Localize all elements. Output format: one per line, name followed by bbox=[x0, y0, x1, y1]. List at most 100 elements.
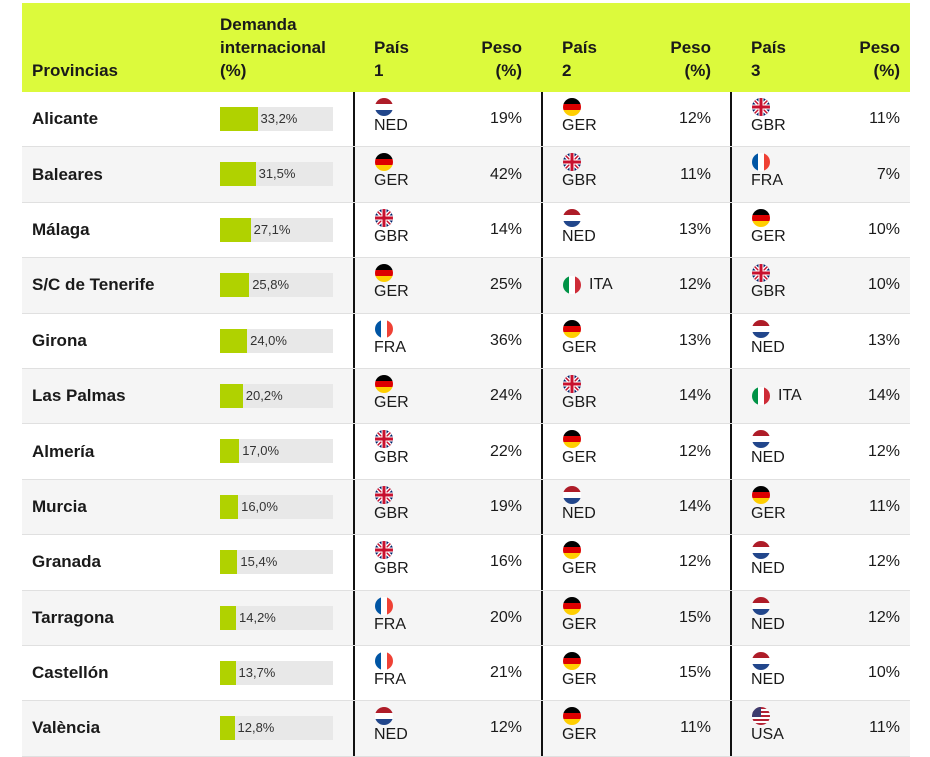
netherlands-flag-icon bbox=[375, 707, 393, 726]
peso-1: 36% bbox=[489, 331, 522, 349]
peso-2: 15% bbox=[678, 664, 711, 682]
demanda-bar-track: 17,0% bbox=[220, 439, 333, 464]
country-code: NED bbox=[562, 227, 596, 245]
header-peso2: Peso (%) bbox=[651, 36, 711, 82]
header-provincias: Provincias bbox=[32, 61, 118, 80]
column-divider bbox=[541, 258, 543, 313]
uk-flag-icon bbox=[375, 208, 393, 227]
provincia-name: Granada bbox=[32, 552, 101, 572]
country-1: GER bbox=[374, 264, 409, 302]
demanda-bar bbox=[220, 217, 251, 242]
country-1: GBR bbox=[374, 541, 409, 579]
table-row: S/C de Tenerife 25,8% GER 25% ITA 12% GBR 10% bbox=[22, 258, 910, 314]
peso-3: 12% bbox=[867, 442, 900, 460]
column-divider bbox=[541, 479, 543, 535]
country-code: FRA bbox=[374, 670, 406, 688]
country-2: GER bbox=[562, 596, 597, 635]
header-pais2-line1: País bbox=[562, 38, 597, 57]
uk-flag-icon bbox=[375, 485, 393, 504]
peso-1: 20% bbox=[489, 608, 522, 626]
header-peso3-line1: Peso bbox=[859, 38, 900, 57]
demanda-bar-track: 24,0% bbox=[220, 328, 333, 353]
demanda-bar-track: 12,8% bbox=[220, 716, 333, 741]
demanda-bar bbox=[220, 716, 235, 741]
country-code: GER bbox=[751, 227, 786, 245]
header-peso3: Peso (%) bbox=[840, 36, 900, 82]
country-3: NED bbox=[751, 596, 785, 635]
country-code: GER bbox=[562, 726, 597, 744]
column-divider bbox=[353, 701, 355, 756]
peso-3: 10% bbox=[867, 664, 900, 682]
country-code: NED bbox=[374, 726, 408, 744]
column-divider bbox=[541, 645, 543, 701]
italy-flag-icon bbox=[752, 387, 770, 406]
provincia-name: Girona bbox=[32, 330, 87, 350]
column-divider bbox=[353, 535, 355, 590]
demanda-bar bbox=[220, 550, 238, 575]
usa-flag-icon bbox=[752, 707, 770, 726]
country-2: NED bbox=[562, 208, 596, 247]
demanda-bar bbox=[220, 605, 236, 630]
country-code: NED bbox=[751, 338, 785, 356]
demanda-label: 16,0% bbox=[241, 498, 278, 514]
country-code: ITA bbox=[778, 387, 802, 405]
country-3: FRA bbox=[751, 153, 783, 191]
column-divider bbox=[541, 590, 543, 645]
provincia-name: Tarragona bbox=[32, 607, 114, 627]
demanda-bar-track: 31,5% bbox=[220, 162, 333, 187]
country-code: GBR bbox=[751, 283, 786, 301]
country-1: FRA bbox=[374, 651, 406, 690]
demanda-bar bbox=[220, 439, 240, 464]
peso-1: 22% bbox=[489, 442, 522, 460]
country-1: GBR bbox=[374, 430, 409, 468]
country-2: GER bbox=[562, 98, 597, 136]
column-divider bbox=[541, 147, 543, 202]
demanda-bar bbox=[220, 328, 248, 353]
peso-3: 14% bbox=[867, 387, 900, 405]
uk-flag-icon bbox=[563, 374, 581, 393]
header-pais3-line1: País bbox=[751, 38, 786, 57]
demanda-label: 13,7% bbox=[238, 664, 276, 680]
peso-3: 10% bbox=[867, 220, 900, 238]
peso-3: 12% bbox=[867, 553, 900, 571]
column-divider bbox=[730, 202, 732, 258]
table-row: Alicante 33,2% NED 19% GER 12% GBR 11% bbox=[22, 92, 910, 148]
germany-flag-icon bbox=[752, 485, 770, 504]
provincia-name: Málaga bbox=[32, 219, 90, 239]
country-1: NED bbox=[374, 707, 408, 745]
demanda-bar-track: 33,2% bbox=[220, 107, 333, 131]
country-code: FRA bbox=[374, 338, 406, 356]
peso-3: 7% bbox=[876, 165, 900, 183]
country-1: NED bbox=[374, 98, 408, 136]
demanda-label: 27,1% bbox=[253, 221, 291, 237]
column-divider bbox=[541, 368, 543, 424]
country-code: GBR bbox=[374, 449, 409, 467]
peso-2: 12% bbox=[678, 442, 711, 460]
country-code: GER bbox=[751, 504, 786, 522]
demanda-bar-track: 13,7% bbox=[220, 660, 333, 685]
peso-3: 11% bbox=[869, 719, 900, 737]
country-2: GER bbox=[562, 430, 597, 468]
demanda-label: 15,4% bbox=[240, 554, 278, 570]
demanda-bar bbox=[220, 162, 256, 187]
provincia-name: Alicante bbox=[32, 109, 99, 129]
peso-1: 19% bbox=[489, 110, 522, 128]
country-code: GER bbox=[562, 117, 597, 134]
country-2: GBR bbox=[562, 374, 597, 413]
netherlands-flag-icon bbox=[752, 596, 770, 615]
peso-1: 14% bbox=[489, 220, 522, 238]
germany-flag-icon bbox=[375, 153, 393, 172]
peso-2: 11% bbox=[680, 165, 711, 183]
column-divider bbox=[353, 258, 355, 313]
peso-2: 13% bbox=[678, 331, 711, 349]
france-flag-icon bbox=[375, 596, 393, 615]
country-3: GER bbox=[751, 485, 786, 524]
germany-flag-icon bbox=[563, 319, 581, 338]
peso-2: 13% bbox=[678, 220, 711, 238]
header-pais1: País 1 bbox=[374, 36, 409, 82]
provincia-name: Las Palmas bbox=[32, 386, 126, 406]
country-3: GBR bbox=[751, 98, 786, 136]
column-divider bbox=[730, 258, 732, 313]
germany-flag-icon bbox=[752, 208, 770, 227]
country-code: NED bbox=[751, 670, 785, 688]
